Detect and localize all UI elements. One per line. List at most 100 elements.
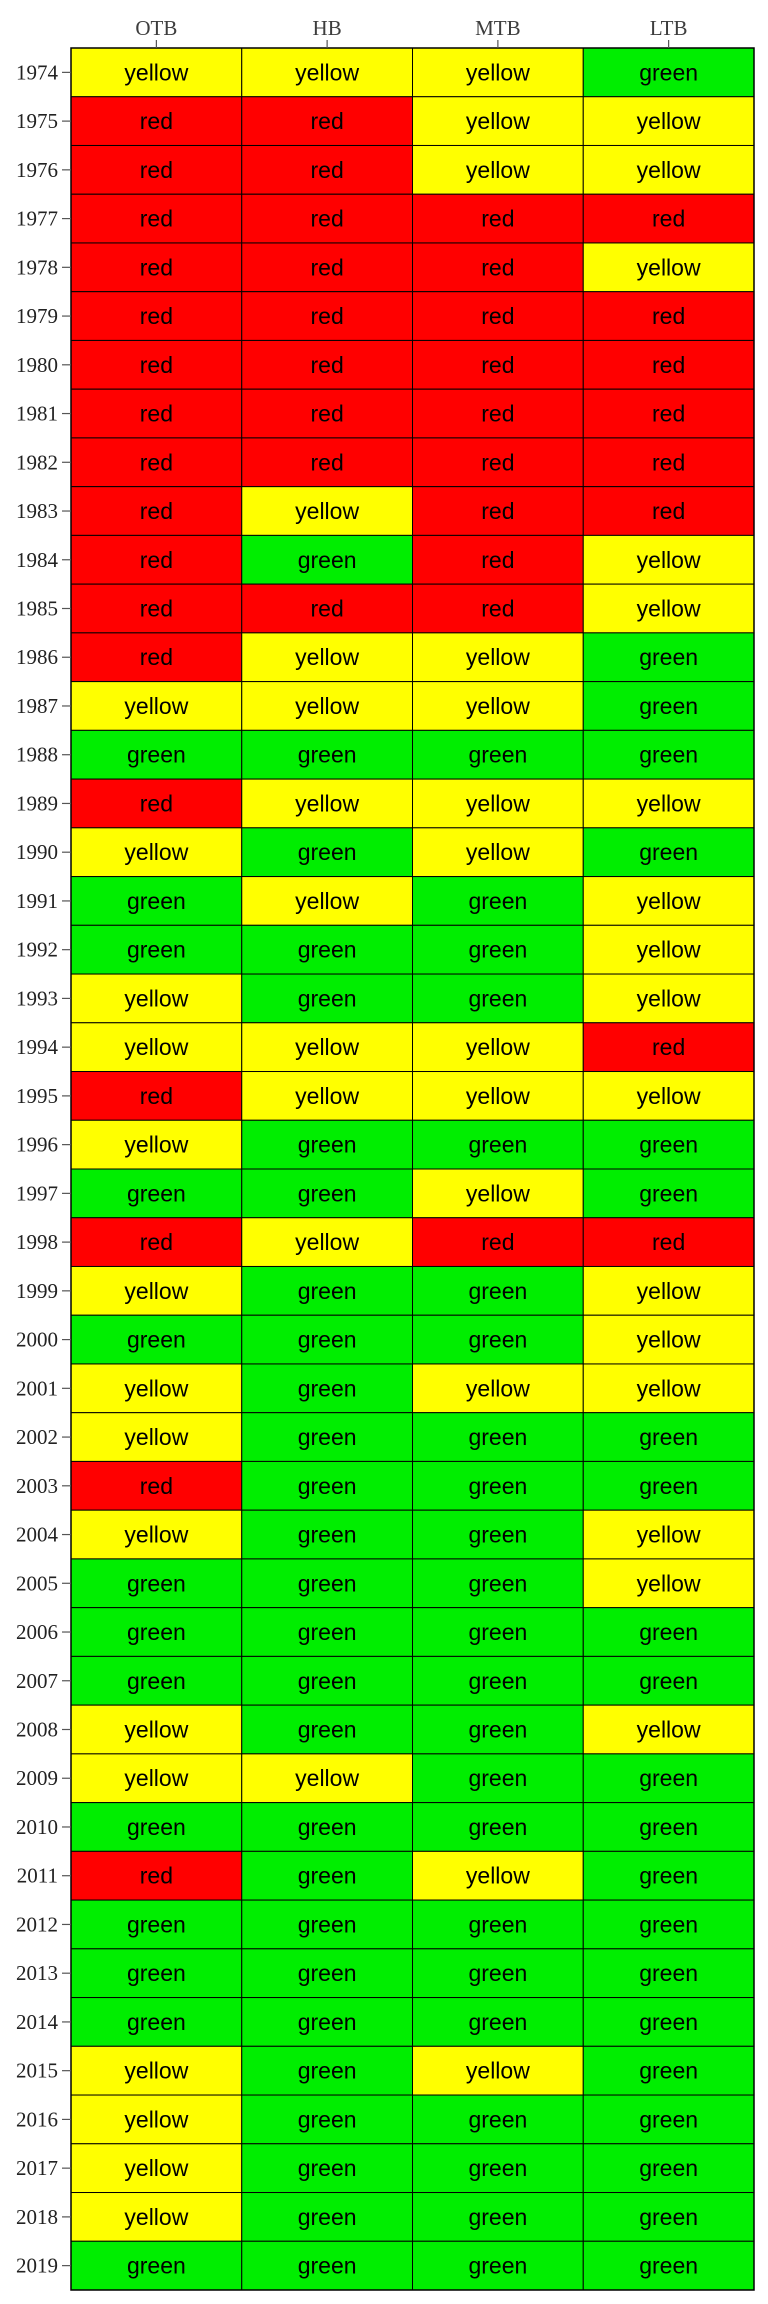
cell-label: yellow [124, 693, 188, 719]
cell-label: green [298, 1424, 357, 1450]
cell-rect [70, 339, 243, 390]
cell-1979-mtb: red [412, 291, 584, 341]
cell-label: green [127, 2009, 186, 2035]
cell-label: yellow [466, 693, 530, 719]
cell-1999-mtb: green [412, 1265, 584, 1316]
cell-rect [70, 2143, 243, 2194]
cell-label: green [639, 1814, 698, 1840]
cell-rect [70, 876, 243, 926]
cell-label: green [298, 2058, 357, 2084]
cell-1995-otb: red [70, 1071, 243, 1121]
cell-label: yellow [295, 1034, 359, 1060]
cell-1999-otb: yellow [70, 1265, 243, 1316]
cell-label: yellow [124, 2106, 188, 2132]
cell-label: yellow [637, 1375, 701, 1401]
cell-1978-mtb: red [412, 242, 584, 293]
cell-1989-hb: yellow [241, 778, 413, 829]
cell-1980-hb: red [241, 339, 413, 390]
cell-label: red [140, 1863, 173, 1889]
cell-label: yellow [637, 1717, 701, 1743]
cell-1989-mtb: yellow [412, 778, 584, 829]
cell-label: yellow [637, 596, 701, 622]
cell-label: green [639, 1180, 698, 1206]
cell-rect [582, 193, 755, 244]
cell-rect [70, 583, 243, 634]
cell-1981-mtb: red [412, 388, 584, 439]
cell-rect [70, 632, 243, 683]
cell-2013-hb: green [241, 1948, 413, 1999]
cell-1985-ltb: yellow [582, 583, 755, 634]
cell-label: green [639, 2058, 698, 2084]
cell-rect [412, 1997, 584, 2047]
cell-2015-hb: green [241, 2045, 413, 2096]
cell-rect [412, 1168, 584, 1219]
cell-label: red [140, 449, 173, 475]
cell-rect [582, 2240, 755, 2291]
cell-2008-mtb: green [412, 1704, 584, 1755]
cell-label: green [468, 1960, 527, 1986]
row-label-2010: 2010 [16, 1815, 58, 1839]
row-label-1996: 1996 [16, 1133, 58, 1157]
cell-label: green [468, 2106, 527, 2132]
cell-label: red [652, 1229, 685, 1255]
cell-1976-mtb: yellow [412, 144, 584, 195]
cell-label: red [311, 206, 344, 232]
cell-label: green [127, 937, 186, 963]
cell-rect [582, 827, 755, 878]
cell-2012-ltb: green [582, 1899, 755, 1950]
cell-label: green [468, 1424, 527, 1450]
cell-label: yellow [295, 790, 359, 816]
row-label-2004: 2004 [16, 1523, 59, 1547]
row-label-1982: 1982 [16, 450, 58, 474]
cell-2006-otb: green [70, 1607, 243, 1657]
cell-label: red [140, 1083, 173, 1109]
cell-label: yellow [637, 790, 701, 816]
cell-label: yellow [124, 1522, 188, 1548]
cell-2011-hb: green [241, 1850, 413, 1901]
cell-1983-mtb: red [412, 486, 584, 536]
cell-label: red [311, 352, 344, 378]
cell-1980-ltb: red [582, 339, 755, 390]
cell-rect [241, 1802, 413, 1852]
cell-2015-mtb: yellow [412, 2045, 584, 2096]
cell-2010-otb: green [70, 1802, 243, 1852]
cell-1974-hb: yellow [241, 47, 413, 98]
cell-label: red [481, 206, 514, 232]
cell-rect [241, 632, 413, 683]
cell-label: green [468, 937, 527, 963]
cell-rect [412, 827, 584, 878]
cell-rect [241, 1217, 413, 1267]
cell-rect [70, 973, 243, 1024]
cell-2002-mtb: green [412, 1412, 584, 1462]
row-labels: 1974 1975 1976 1977 1978 1979 1980 1981 1982 1983… [16, 60, 59, 2277]
cell-label: green [468, 2155, 527, 2181]
cell-1990-otb: yellow [70, 827, 243, 878]
cell-label: green [639, 742, 698, 768]
row-label-2012: 2012 [16, 1912, 58, 1936]
cell-1993-ltb: yellow [582, 973, 755, 1024]
cell-rect [412, 583, 584, 634]
cell-label: green [298, 1473, 357, 1499]
row-label-2011: 2011 [17, 1864, 58, 1888]
cell-rect [70, 1802, 243, 1852]
row-label-2013: 2013 [16, 1961, 58, 1985]
cell-2011-otb: red [70, 1850, 243, 1901]
row-label-2018: 2018 [16, 2205, 58, 2229]
cell-2003-otb: red [70, 1460, 243, 1511]
cell-rect [412, 1314, 584, 1365]
cell-2018-mtb: green [412, 2192, 584, 2242]
cell-rect [70, 778, 243, 829]
cell-rect [241, 924, 413, 975]
cell-label: yellow [124, 1375, 188, 1401]
cell-rect [241, 583, 413, 634]
cell-rect [582, 778, 755, 829]
cell-label: yellow [637, 985, 701, 1011]
cell-label: yellow [637, 1522, 701, 1548]
cell-1976-otb: red [70, 144, 243, 195]
cell-2009-mtb: green [412, 1753, 584, 1804]
row-label-2008: 2008 [16, 1718, 58, 1742]
cell-1981-ltb: red [582, 388, 755, 439]
cell-2007-mtb: green [412, 1655, 584, 1706]
cell-1985-hb: red [241, 583, 413, 634]
cell-label: green [639, 1132, 698, 1158]
